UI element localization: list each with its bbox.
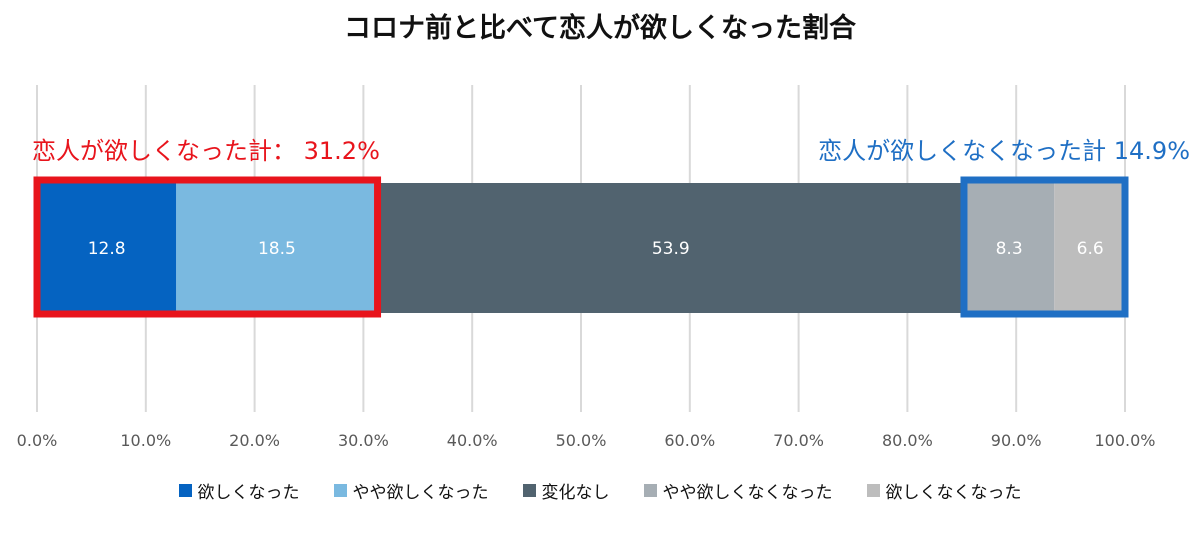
x-tick-label: 0.0% — [17, 431, 58, 450]
x-tick-label: 100.0% — [1094, 431, 1155, 450]
bar-segment — [176, 183, 378, 313]
x-tick-label: 80.0% — [882, 431, 933, 450]
annotation-decrease-total: 恋人が欲しくなくなった計 14.9% — [818, 137, 1190, 165]
bar-segment — [377, 183, 964, 313]
legend-label: 変化なし — [541, 483, 610, 503]
x-tick-label: 20.0% — [229, 431, 280, 450]
annotation-increase-total: 恋人が欲しくなった計： 31.2% — [32, 137, 380, 165]
annotation-box — [960, 176, 1129, 318]
legend-label: 欲しくなった — [197, 483, 300, 503]
bar-segment — [37, 183, 177, 313]
legend-item: やや欲しくなくなった — [643, 478, 833, 503]
legend: 欲しくなった やや欲しくなった 変化なし やや欲しくなくなった 欲しくなくなった — [0, 478, 1200, 503]
bar-segments — [37, 183, 1127, 313]
x-tick-label: 50.0% — [556, 431, 607, 450]
legend-label: やや欲しくなくなった — [662, 483, 833, 503]
legend-item: 欲しくなくなった — [866, 478, 1022, 503]
x-tick-label: 40.0% — [447, 431, 498, 450]
bar-value-label: 8.3 — [996, 239, 1023, 259]
legend-item: 変化なし — [522, 478, 610, 503]
data-labels: 12.8 18.5 53.9 8.3 6.6 — [88, 239, 1104, 259]
chart-title: コロナ前と比べて恋人が欲しくなった割合 — [344, 13, 856, 44]
legend-swatch — [866, 484, 880, 497]
x-tick-labels: 0.0% 10.0% 20.0% 30.0% 40.0% 50.0% 60.0% 70.0% 8… — [17, 431, 1156, 450]
x-tick-label: 60.0% — [664, 431, 715, 450]
legend-label: やや欲しくなった — [352, 483, 489, 503]
legend-label: 欲しくなくなった — [885, 483, 1022, 503]
x-tick-label: 10.0% — [120, 431, 171, 450]
annotation-box — [33, 176, 382, 318]
x-tick-label: 70.0% — [773, 431, 824, 450]
legend-swatch — [643, 484, 657, 497]
annotation-boxes — [33, 176, 1129, 318]
legend-swatch — [333, 484, 347, 497]
legend-item: 欲しくなった — [178, 478, 300, 503]
bar-segment — [963, 183, 1055, 313]
legend-swatch — [522, 484, 536, 497]
bar-value-label: 12.8 — [88, 239, 126, 259]
legend-item: やや欲しくなった — [333, 478, 489, 503]
bar-value-label: 18.5 — [258, 239, 296, 259]
bar-value-label: 53.9 — [652, 239, 690, 259]
bar-value-label: 6.6 — [1077, 239, 1104, 259]
x-tick-label: 30.0% — [338, 431, 389, 450]
legend-swatch — [178, 484, 192, 497]
x-tick-label: 90.0% — [991, 431, 1042, 450]
bar-segment — [1054, 183, 1127, 313]
